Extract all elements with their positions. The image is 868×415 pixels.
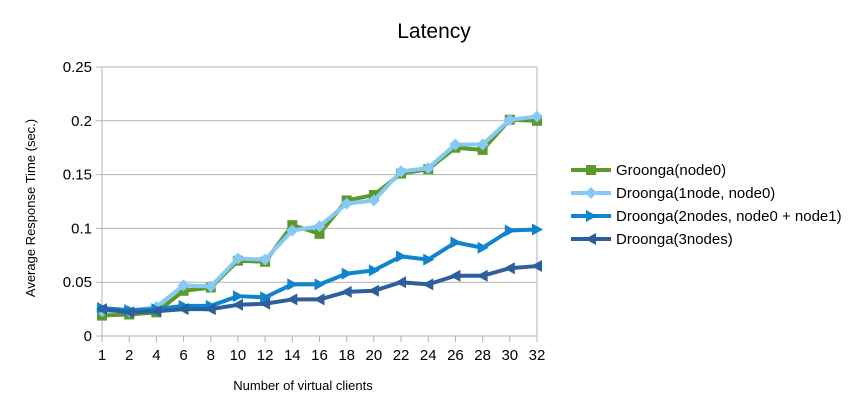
x-tick-label: 1: [98, 347, 106, 364]
data-point: [177, 279, 190, 292]
data-point: [204, 303, 216, 316]
y-tick-label: 0.25: [63, 59, 92, 76]
data-point: [286, 293, 298, 306]
data-point: [476, 138, 489, 151]
data-point: [260, 291, 272, 304]
data-point: [232, 290, 244, 303]
data-point: [96, 303, 107, 316]
data-point: [286, 224, 299, 237]
data-point: [422, 278, 434, 291]
legend-item: Droonga(1node, node0): [571, 185, 775, 202]
legend-swatch-marker: [586, 210, 597, 222]
gridlines: [96, 66, 537, 337]
x-tick-label: 12: [257, 347, 274, 364]
data-point: [123, 306, 135, 319]
x-tick-label: 10: [230, 347, 247, 364]
series-4: [96, 260, 542, 319]
x-tick-label: 18: [338, 347, 355, 364]
legend-label: Droonga(3nodes): [616, 231, 733, 248]
data-point: [450, 236, 462, 249]
legend-label: Droonga(2nodes, node0 + node1): [616, 208, 842, 225]
x-tick-label: 32: [529, 347, 546, 364]
x-tick-label: 14: [284, 347, 301, 364]
x-tick-label: 24: [420, 347, 437, 364]
legend-item: Groonga(node0): [571, 162, 726, 179]
data-point: [396, 250, 408, 263]
series-group: [96, 110, 543, 321]
y-tick-label: 0.05: [63, 274, 92, 291]
data-point: [231, 252, 244, 265]
legend-item: Droonga(2nodes, node0 + node1): [571, 208, 842, 225]
y-tick-label: 0.1: [71, 220, 92, 237]
data-point: [177, 303, 189, 316]
x-tick-label: 6: [179, 347, 187, 364]
x-tick-label: 28: [474, 347, 491, 364]
data-point: [477, 241, 489, 254]
data-point: [532, 223, 543, 236]
data-point: [503, 262, 515, 275]
data-point: [395, 165, 408, 178]
data-point: [449, 269, 461, 282]
x-tick-label: 22: [393, 347, 410, 364]
data-point: [531, 110, 543, 123]
data-point: [367, 194, 380, 207]
legend: Groonga(node0) Droonga(1node, node0) Droon…: [571, 162, 842, 248]
data-point: [314, 228, 325, 239]
data-point: [503, 113, 516, 126]
data-point: [287, 278, 299, 291]
axes: [101, 67, 538, 342]
data-point: [313, 220, 326, 233]
data-point: [204, 280, 217, 293]
legend-swatch-marker: [585, 233, 596, 245]
data-point: [314, 278, 326, 291]
x-tick-label: 30: [501, 347, 518, 364]
x-tick-label: 16: [311, 347, 328, 364]
series-2: [96, 110, 543, 318]
data-point: [423, 253, 435, 266]
data-point: [449, 138, 462, 151]
tick-labels: 00.050.10.150.20.251 2 4 6 8 10 12 14 16 18 20 22 24…: [63, 59, 546, 364]
data-point: [340, 197, 353, 210]
data-point: [341, 267, 353, 280]
x-tick-label: 4: [152, 347, 160, 364]
data-point: [150, 305, 162, 318]
y-tick-label: 0.15: [63, 167, 92, 184]
legend-swatch-marker: [585, 187, 597, 199]
data-point: [368, 264, 380, 277]
y-tick-label: 0: [84, 328, 92, 345]
y-tick-label: 0.2: [71, 113, 92, 130]
data-point: [476, 269, 488, 282]
data-point: [259, 297, 271, 310]
chart-title: Latency: [397, 20, 471, 43]
legend-label: Droonga(1node, node0): [616, 185, 775, 202]
x-tick-label: 26: [447, 347, 464, 364]
legend-label: Groonga(node0): [616, 162, 726, 179]
data-point: [340, 285, 352, 298]
x-tick-label: 8: [207, 347, 215, 364]
x-tick-label: 20: [366, 347, 383, 364]
x-axis-title: Number of virtual clients: [233, 378, 373, 393]
x-tick-label: 2: [125, 347, 133, 364]
data-point: [259, 253, 272, 266]
data-point: [231, 298, 243, 311]
y-axis-title: Average Response Time (sec.): [23, 119, 38, 297]
data-point: [313, 293, 325, 306]
legend-item: Droonga(3nodes): [571, 231, 733, 248]
data-point: [395, 276, 407, 289]
data-point: [504, 224, 516, 237]
data-point: [422, 162, 435, 175]
data-point: [367, 284, 379, 297]
legend-swatch-marker: [586, 165, 596, 175]
data-point: [531, 260, 542, 273]
